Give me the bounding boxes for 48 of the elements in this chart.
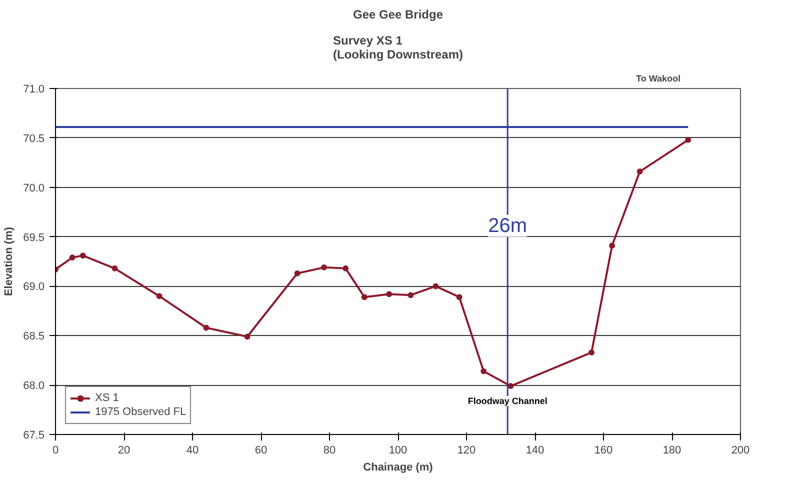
annotation: 26m [488,214,528,237]
x-tick-label: 60 [254,444,268,456]
annotation: Floodway Channel [468,396,548,406]
point [480,368,487,374]
y-tick-label: 68.0 [23,380,45,392]
y-tick-label: 70.0 [23,182,45,194]
x-tick-label: 40 [186,444,199,456]
point [294,270,300,276]
point [609,242,616,249]
point [69,254,76,261]
point [508,383,514,390]
y-tick-label: 67.5 [23,430,45,442]
point [588,349,595,356]
x-tick-label: 0 [52,444,59,456]
point [112,265,118,272]
x-tick-label: 140 [526,444,544,456]
point [321,264,328,270]
point [408,292,414,298]
point [685,136,692,143]
point [456,294,462,300]
x-tick-label: 100 [388,444,408,456]
x-tick-label: 80 [323,444,336,456]
x-tick-label: 120 [457,444,476,456]
point [386,291,392,298]
x-tick-label: 180 [662,444,682,456]
point [156,293,162,300]
point [636,168,643,175]
y-axis-title: Elevation (m) [3,226,16,296]
point [244,334,250,340]
text: To Wakool [636,74,681,84]
x-tick-label: 20 [118,444,130,456]
point [361,294,368,300]
x-axis-title: Chainage (m) [363,462,434,474]
y-tick-label: 68.5 [23,330,45,343]
point [432,283,439,290]
legend-label: XS 1 [95,391,119,405]
chart-subtitle: Survey XS 1 (Looking Downstream) [333,34,464,62]
y-tick-label: 69.0 [23,281,45,294]
point [80,252,86,259]
y-tick-label: 71.0 [23,84,45,96]
point [342,265,349,272]
chart-title: Gee Gee Bridge [352,8,444,22]
point [203,324,210,331]
legend-label: 1975 Observed FL [95,405,186,419]
y-tick-label: 69.5 [23,232,45,244]
y-tick-label: 70.5 [23,132,45,145]
x-tick-label: 160 [594,444,613,456]
x-tick-label: 200 [731,444,750,456]
